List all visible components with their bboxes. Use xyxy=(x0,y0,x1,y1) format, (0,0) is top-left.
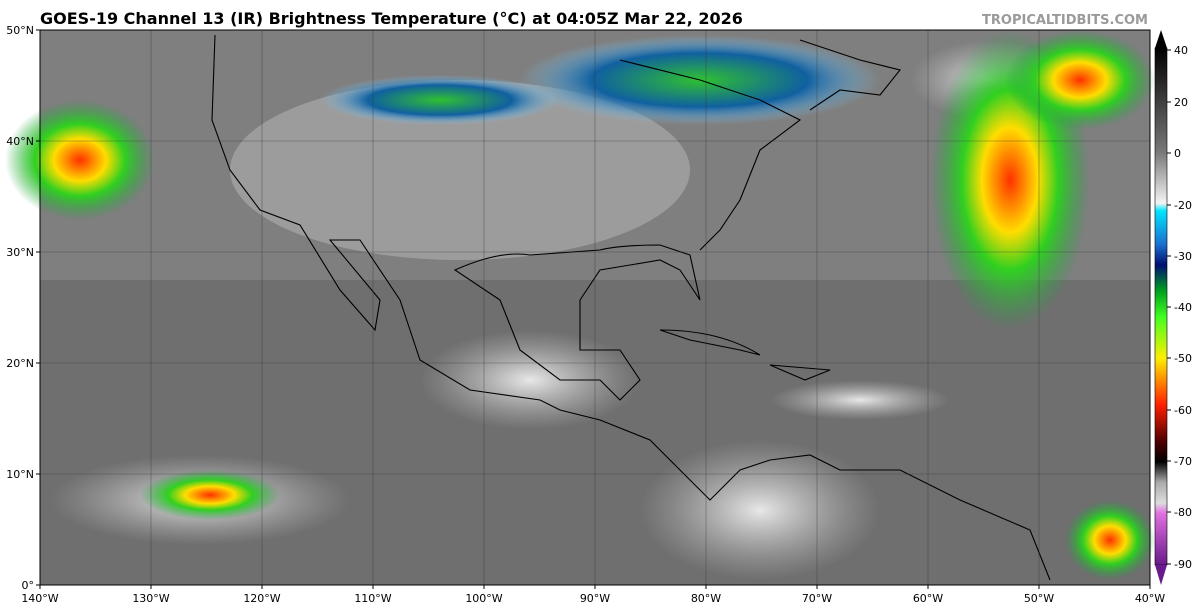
lon-label: 40°W xyxy=(1135,592,1165,605)
colorbar-label: -30 xyxy=(1174,250,1192,263)
colorbar-label: -60 xyxy=(1174,404,1192,417)
colorbar-label: -50 xyxy=(1174,352,1192,365)
title: GOES-19 Channel 13 (IR) Brightness Tempe… xyxy=(40,9,743,28)
colorbar-label: 40 xyxy=(1174,44,1188,57)
lat-label: 0° xyxy=(22,579,35,592)
lon-label: 110°W xyxy=(354,592,391,605)
colorbar-label: -20 xyxy=(1174,199,1192,212)
lat-label: 30°N xyxy=(6,246,34,259)
colorbar-label: -90 xyxy=(1174,558,1192,571)
credit: TROPICALTIDBITS.COM xyxy=(982,13,1148,28)
lon-label: 70°W xyxy=(802,592,832,605)
colorbar xyxy=(1154,30,1168,585)
colorbar-label: -70 xyxy=(1174,455,1192,468)
lon-label: 120°W xyxy=(243,592,280,605)
colorbar-label: 20 xyxy=(1174,96,1188,109)
lat-label: 50°N xyxy=(6,24,34,37)
lon-label: 90°W xyxy=(580,592,610,605)
lon-label: 50°W xyxy=(1024,592,1054,605)
lat-label: 10°N xyxy=(6,468,34,481)
colorbar-label: -40 xyxy=(1174,301,1192,314)
map xyxy=(5,30,1155,585)
graticule xyxy=(40,30,1150,585)
colorbar-label: 0 xyxy=(1174,147,1181,160)
lat-label: 40°N xyxy=(6,135,34,148)
lon-label: 140°W xyxy=(21,592,58,605)
colorbar-label: -80 xyxy=(1174,506,1192,519)
lat-label: 20°N xyxy=(6,357,34,370)
lon-label: 130°W xyxy=(132,592,169,605)
lon-label: 100°W xyxy=(465,592,502,605)
lon-label: 60°W xyxy=(913,592,943,605)
lon-label: 80°W xyxy=(691,592,721,605)
